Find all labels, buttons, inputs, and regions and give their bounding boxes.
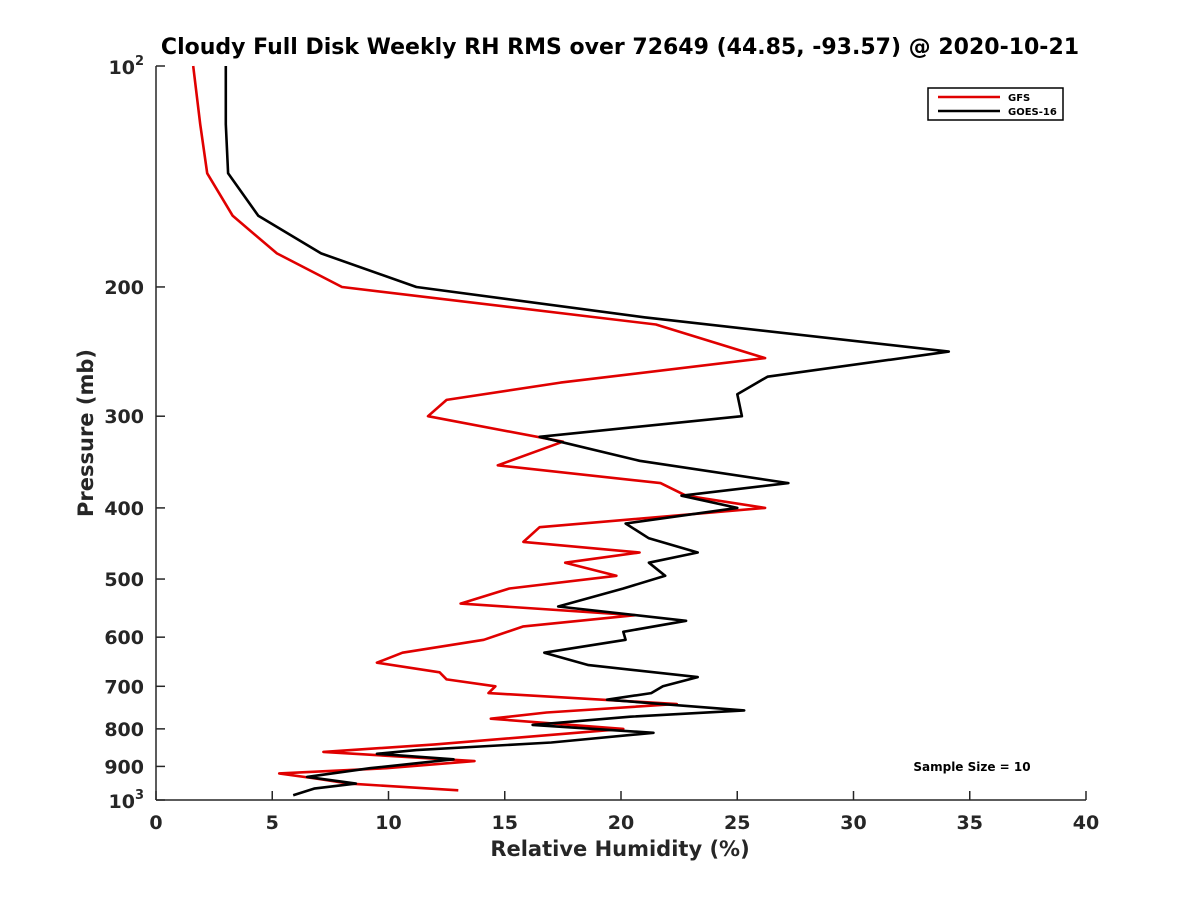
y-tick-label: 600 bbox=[104, 627, 144, 649]
y-tick-label: 200 bbox=[104, 277, 144, 299]
y-tick-label-exponent: 3 bbox=[135, 788, 144, 803]
y-tick-label-exponent: 2 bbox=[135, 54, 144, 69]
y-tick-label: 103 bbox=[109, 788, 145, 813]
x-tick-label: 15 bbox=[492, 812, 518, 834]
y-tick-label: 500 bbox=[104, 569, 144, 591]
legend-label: GFS bbox=[1008, 93, 1030, 104]
series-layer bbox=[191, 65, 951, 797]
legend-box bbox=[927, 87, 1064, 121]
y-tick-label: 800 bbox=[104, 719, 144, 741]
y-tick-label: 102 bbox=[109, 54, 145, 79]
x-tick-label: 30 bbox=[840, 812, 866, 834]
x-tick-label: 20 bbox=[608, 812, 634, 834]
y-tick-label: 400 bbox=[104, 498, 144, 520]
x-axis-ticks: 0 5 10 15 20 25 30 35 40 bbox=[149, 791, 1099, 834]
x-tick-label: 35 bbox=[957, 812, 983, 834]
x-tick-label: 25 bbox=[724, 812, 750, 834]
x-axis-label: Relative Humidity (%) bbox=[490, 837, 749, 861]
sample-size-annotation: Sample Size = 10 bbox=[913, 760, 1030, 774]
x-tick-label: 10 bbox=[375, 812, 401, 834]
legend: GFS GOES-16 bbox=[927, 87, 1064, 121]
legend-label: GOES-16 bbox=[1008, 107, 1057, 118]
y-tick-label-base: 10 bbox=[109, 791, 135, 813]
series-line-goes-16 bbox=[224, 66, 951, 797]
y-tick-label: 700 bbox=[104, 676, 144, 698]
x-tick-label: 0 bbox=[149, 812, 162, 834]
y-tick-label: 300 bbox=[104, 406, 144, 428]
y-tick-label: 900 bbox=[104, 756, 144, 778]
x-tick-label: 40 bbox=[1073, 812, 1099, 834]
y-axis-label: Pressure (mb) bbox=[74, 349, 98, 517]
y-tick-label-base: 10 bbox=[109, 57, 135, 79]
series-line-gfs bbox=[191, 65, 767, 792]
chart-title: Cloudy Full Disk Weekly RH RMS over 7264… bbox=[161, 35, 1079, 60]
x-tick-label: 5 bbox=[266, 812, 279, 834]
